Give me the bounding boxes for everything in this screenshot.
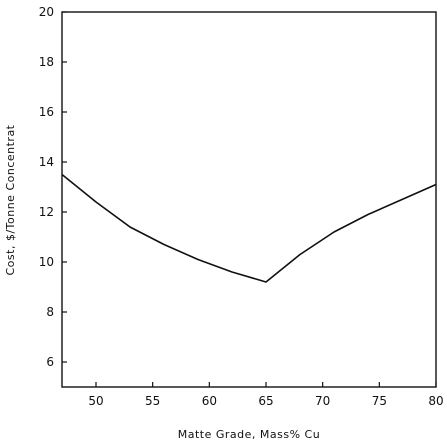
y-tick-label: 12 (39, 205, 54, 219)
y-tick-label: 6 (46, 355, 54, 369)
y-tick-label: 14 (39, 155, 54, 169)
x-axis-label: Matte Grade, Mass% Cu (178, 428, 320, 441)
x-tick-label: 70 (315, 394, 330, 408)
y-tick-label: 10 (39, 255, 54, 269)
x-tick-label: 60 (202, 394, 217, 408)
plot-frame (61, 11, 437, 388)
y-tick-label: 20 (39, 5, 54, 19)
x-tick-label: 65 (258, 394, 273, 408)
y-axis-ticks: 6 8 10 12 14 16 18 20 (39, 5, 67, 369)
y-tick-label: 16 (39, 105, 54, 119)
x-tick-label: 75 (372, 394, 387, 408)
x-axis-ticks: 50 55 60 65 70 75 80 (88, 382, 444, 408)
cost-curve-line (61, 173, 437, 283)
x-tick-label: 55 (145, 394, 160, 408)
y-axis-label: Cost, $/Tonne Concentrat (4, 124, 17, 275)
y-tick-label: 8 (46, 305, 54, 319)
y-tick-label: 18 (39, 55, 54, 69)
x-tick-label: 80 (428, 394, 443, 408)
x-tick-label: 50 (88, 394, 103, 408)
